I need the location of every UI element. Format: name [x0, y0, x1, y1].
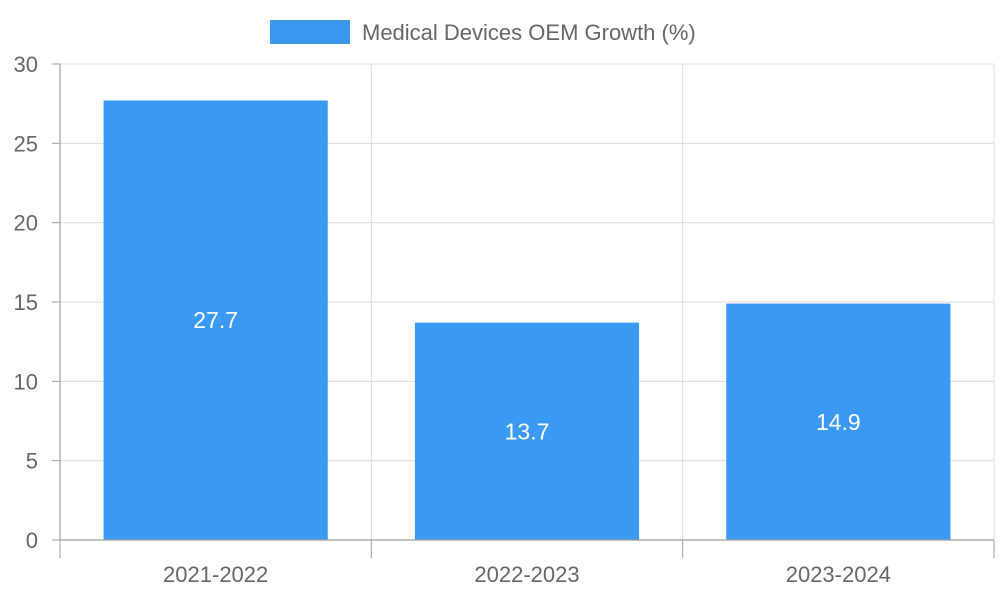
x-axis-ticks: 2021-2022 2022-2023 2023-2024 [59, 540, 995, 587]
y-tick-label: 20 [14, 211, 38, 236]
bars [103, 100, 951, 540]
y-tick-label: 30 [14, 52, 38, 77]
y-tick-label: 5 [26, 449, 38, 474]
y-axis-ticks: 0 5 10 15 20 25 30 [14, 52, 60, 553]
data-label: 27.7 [193, 307, 238, 333]
x-tick-label: 2022-2023 [474, 562, 579, 587]
legend-label: Medical Devices OEM Growth (%) [362, 20, 696, 45]
y-tick-label: 10 [14, 369, 38, 394]
y-tick-label: 25 [14, 131, 38, 156]
x-tick-label: 2023-2024 [786, 562, 891, 587]
legend-swatch [270, 20, 350, 44]
bar[interactable] [726, 303, 951, 540]
x-tick-label: 2021-2022 [163, 562, 268, 587]
legend: Medical Devices OEM Growth (%) [270, 20, 696, 45]
data-labels: 27.7 13.7 14.9 [193, 307, 860, 444]
y-tick-label: 0 [26, 528, 38, 553]
bar[interactable] [103, 100, 328, 540]
bar[interactable] [414, 322, 640, 540]
data-label: 14.9 [816, 409, 861, 435]
y-tick-label: 15 [14, 290, 38, 315]
data-label: 13.7 [505, 418, 550, 444]
